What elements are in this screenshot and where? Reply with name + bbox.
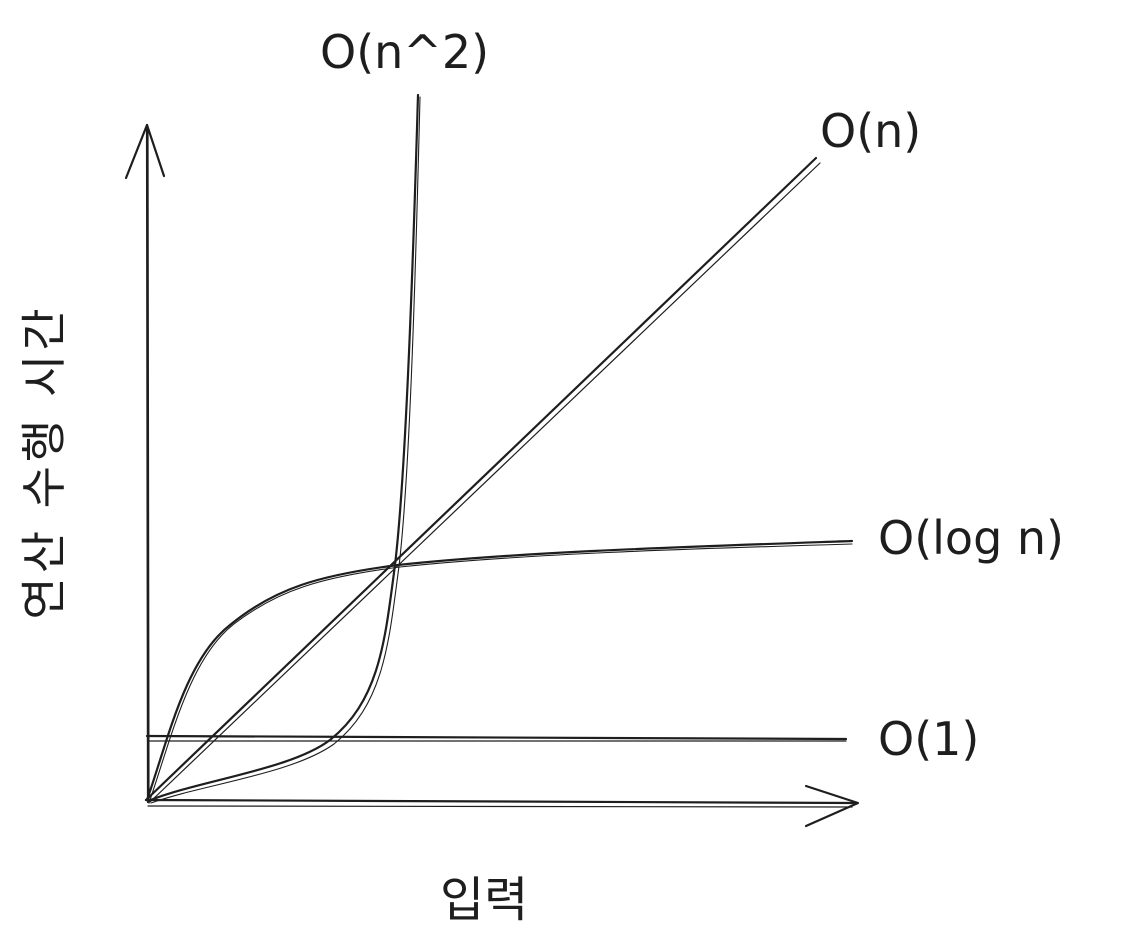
logarithmic-curve-sketch [149, 543, 853, 801]
y-axis-line-sketch [147, 129, 150, 804]
y-axis-label: 연산 수행 시간 [17, 304, 71, 619]
x-axis-line-sketch [147, 805, 853, 808]
y-axis-arrowhead [124, 123, 166, 180]
label-linear: O(n) [820, 104, 921, 158]
curve-quadratic [146, 93, 421, 804]
x-axis-label: 입력 [440, 872, 528, 928]
quadratic-curve-sketch [150, 96, 421, 804]
curve-logarithmic [145, 539, 854, 802]
linear-line [144, 156, 818, 802]
x-axis-arrowhead [804, 784, 860, 828]
curve-constant [145, 734, 848, 742]
label-logarithmic: O(log n) [878, 511, 1064, 565]
curve-linear [144, 156, 821, 803]
label-quadratic: O(n^2) [320, 25, 489, 79]
label-constant: O(1) [878, 712, 979, 766]
logarithmic-curve [145, 539, 854, 802]
x-axis [144, 784, 860, 828]
y-axis [124, 123, 166, 804]
linear-line-sketch [149, 162, 821, 803]
quadratic-curve [146, 93, 420, 803]
constant-line [145, 734, 848, 741]
x-axis-line [144, 798, 858, 805]
y-axis-line [145, 123, 150, 804]
